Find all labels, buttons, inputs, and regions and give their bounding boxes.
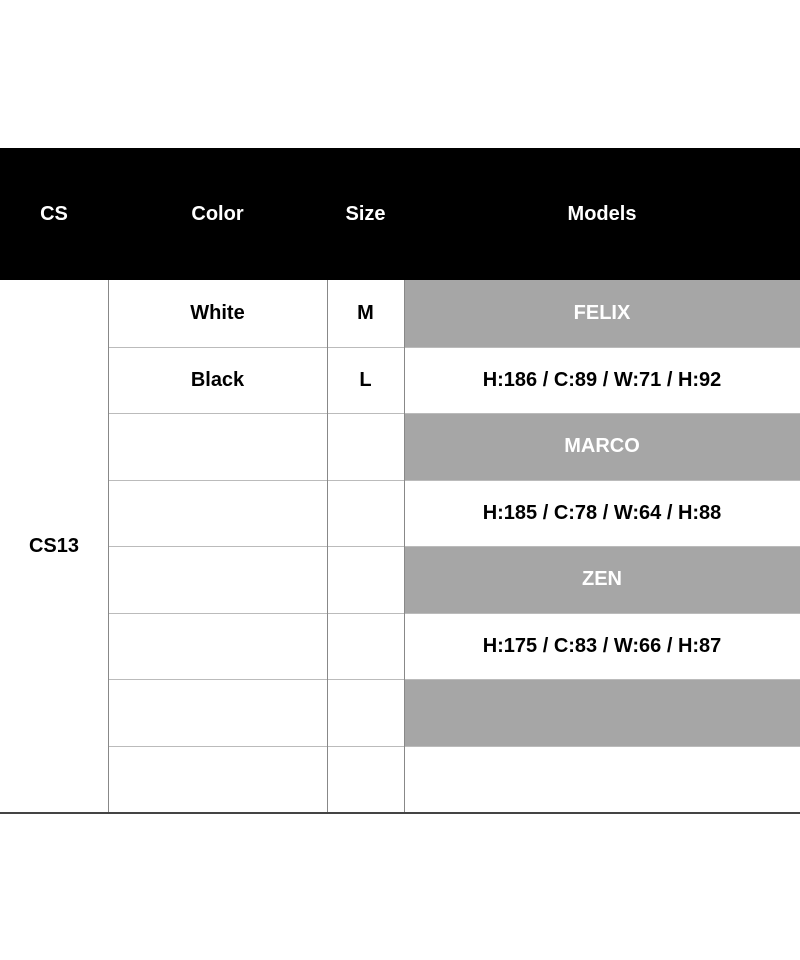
model-cell: MARCO <box>404 413 800 480</box>
size-cell <box>327 613 404 679</box>
color-cell <box>108 613 327 679</box>
column-divider <box>404 280 405 812</box>
row-divider <box>108 413 800 414</box>
size-cell: L <box>359 368 372 391</box>
model-cell: H:175 / C:83 / W:66 / H:87 <box>482 634 722 657</box>
row-divider <box>108 546 800 547</box>
model-cell: H:185 / C:78 / W:64 / H:88 <box>482 501 722 524</box>
size-cell: M <box>357 302 374 324</box>
size-cell <box>327 480 404 546</box>
model-cell: ZEN <box>404 546 800 613</box>
row-divider <box>108 746 800 747</box>
color-cell: Black <box>190 368 245 391</box>
color-cell: White <box>190 302 245 324</box>
row-divider <box>108 613 800 614</box>
size-cell <box>327 413 404 480</box>
column-divider <box>327 280 328 812</box>
size-cell <box>327 746 404 812</box>
row-divider <box>108 480 800 481</box>
size-cell <box>327 679 404 746</box>
header-size: Size <box>345 202 386 225</box>
row-divider <box>108 679 800 680</box>
header-models: Models <box>567 202 637 225</box>
color-cell <box>108 413 327 480</box>
row-divider <box>108 347 800 348</box>
table-body: CS13 White M FELIX Black L H:186 / C:89 / W:7… <box>0 280 800 814</box>
model-cell: FELIX <box>404 280 800 347</box>
size-cell <box>327 546 404 613</box>
cs-cell: CS13 <box>28 534 80 557</box>
model-cell <box>404 679 800 746</box>
header-color: Color <box>191 202 244 225</box>
column-divider <box>108 280 109 812</box>
color-cell <box>108 480 327 546</box>
model-cell <box>404 746 800 812</box>
header-cs: CS <box>40 202 68 225</box>
model-cell: H:186 / C:89 / W:71 / H:92 <box>482 368 722 391</box>
color-cell <box>108 546 327 613</box>
table-header: CS Color Size Models <box>0 148 800 280</box>
color-cell <box>108 679 327 746</box>
color-cell <box>108 746 327 812</box>
